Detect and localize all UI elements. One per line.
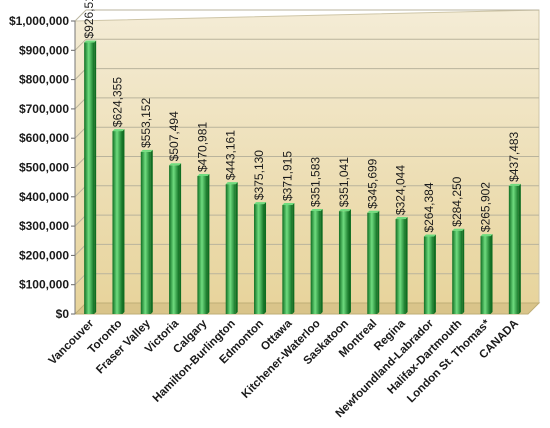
bar-15 (508, 185, 519, 314)
ytick-label-2: $200,000 (19, 248, 69, 262)
bar-9 (338, 211, 349, 314)
bar-top-12 (423, 234, 436, 237)
bar-4 (197, 176, 208, 314)
ytick-label-1: $100,000 (19, 278, 69, 292)
data-label-6: $375,130 (252, 150, 266, 200)
bar-side-2 (150, 149, 153, 314)
data-label-8: $351,583 (309, 157, 323, 207)
bar-top-14 (480, 234, 493, 237)
data-label-1: $624,355 (110, 77, 124, 127)
data-label-4: $470,981 (195, 122, 209, 172)
bar-side-6 (264, 202, 267, 314)
bar-top-0 (84, 40, 97, 43)
bar-side-7 (292, 203, 295, 314)
data-label-12: $264,384 (422, 182, 436, 232)
data-label-9: $351,041 (337, 157, 351, 207)
ytick-label-9: $900,000 (19, 43, 69, 57)
data-label-10: $345,699 (365, 158, 379, 208)
bar-top-9 (338, 209, 351, 212)
bar-side-9 (348, 209, 351, 314)
bar-6 (254, 204, 265, 314)
ytick-label-4: $400,000 (19, 190, 69, 204)
bar-top-6 (254, 202, 267, 205)
bar-top-3 (169, 163, 182, 166)
bar-side-12 (433, 234, 436, 314)
bar-7 (282, 205, 293, 314)
ytick-label-8: $800,000 (19, 73, 69, 87)
data-label-14: $265,902 (479, 182, 493, 232)
data-label-15: $437,483 (507, 131, 521, 181)
bar-side-14 (490, 234, 493, 314)
ytick-label-0: $0 (56, 307, 70, 321)
ytick-label-5: $500,000 (19, 161, 69, 175)
bar-side-11 (405, 217, 408, 314)
data-label-3: $507,494 (167, 111, 181, 161)
bar-13 (452, 230, 463, 314)
bar-side-5 (235, 182, 238, 314)
ytick-label-7: $700,000 (19, 102, 69, 116)
data-label-11: $324,044 (394, 165, 408, 215)
bar-side-13 (462, 228, 465, 314)
bar-8 (310, 210, 321, 314)
bar-side-15 (518, 183, 521, 314)
bar-top-2 (140, 149, 153, 152)
ytick-label-3: $300,000 (19, 219, 69, 233)
data-label-5: $443,161 (224, 130, 238, 180)
bar-12 (423, 236, 434, 314)
bar-10 (367, 212, 378, 314)
bar-top-1 (112, 129, 125, 132)
data-label-7: $371,915 (280, 151, 294, 201)
ytick-label-6: $600,000 (19, 131, 69, 145)
bar-top-5 (225, 182, 238, 185)
bar-top-11 (395, 217, 408, 220)
bar-side-8 (320, 208, 323, 314)
bar-1 (112, 131, 123, 314)
bar-top-4 (197, 174, 210, 177)
data-label-13: $284,250 (450, 176, 464, 226)
bar-0 (84, 42, 95, 314)
bar-top-7 (282, 203, 295, 206)
data-label-2: $553,152 (139, 98, 153, 148)
bar-top-10 (367, 210, 380, 213)
ytick-label-10: $1,000,000 (9, 14, 69, 28)
bar-2 (140, 151, 151, 314)
bar-side-0 (94, 40, 97, 314)
bar-top-15 (508, 183, 521, 186)
data-label-0: $926,514 (82, 0, 96, 39)
bar-11 (395, 219, 406, 314)
bar-14 (480, 236, 491, 314)
bar-top-13 (452, 228, 465, 231)
gridline-diag-9 (74, 38, 87, 51)
bar-side-4 (207, 174, 210, 314)
bar-side-3 (179, 163, 182, 314)
bar-side-10 (377, 210, 380, 314)
bar-side-1 (122, 129, 125, 314)
bar-3 (169, 165, 180, 314)
xtick-label-0: Vancouver (47, 317, 97, 367)
bar-top-8 (310, 208, 323, 211)
bar-5 (225, 184, 236, 314)
gridline-diag-10 (74, 9, 87, 22)
